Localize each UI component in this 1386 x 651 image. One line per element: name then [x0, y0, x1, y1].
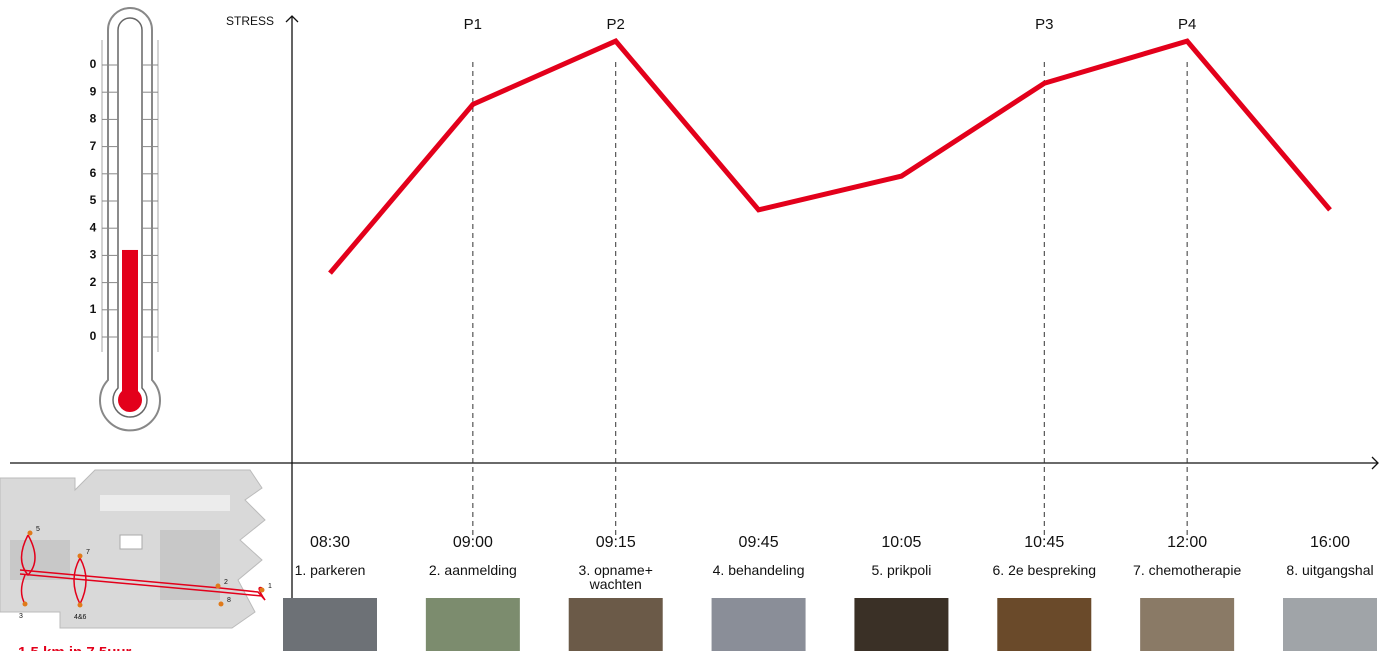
step-label: 7. chemotherapie — [1133, 562, 1242, 578]
map-point — [22, 601, 28, 607]
thermo-label: 1 — [90, 302, 97, 316]
step-label: 6. 2e bespreking — [992, 562, 1097, 578]
map-caption: 1,5 km in 7,5uur — [18, 644, 132, 651]
x-tick-label: 16:00 — [1310, 534, 1350, 551]
photo — [854, 598, 949, 651]
thermometer — [99, 7, 161, 432]
map-point — [259, 587, 265, 593]
x-tick-label: 12:00 — [1167, 534, 1207, 551]
map-point — [77, 602, 83, 608]
map-point-label: 1 — [268, 583, 272, 590]
photo — [568, 598, 663, 651]
photo — [1140, 598, 1235, 651]
x-tick-label: 09:15 — [596, 534, 636, 551]
thermo-label: 4 — [90, 220, 97, 234]
map-point — [215, 583, 221, 589]
map-point-label: 4&6 — [74, 614, 87, 621]
marker-label: P2 — [607, 16, 625, 33]
photo — [283, 598, 377, 651]
map-point-label: 5 — [36, 526, 40, 533]
thermo-label: 7 — [90, 139, 97, 153]
marker-label: P1 — [464, 16, 482, 33]
y-axis-label: STRESS — [226, 14, 274, 28]
step-label: 8. uitgangshal — [1286, 562, 1374, 578]
x-tick-label: 09:00 — [453, 534, 493, 551]
x-tick-label: 10:05 — [881, 534, 921, 551]
map — [0, 469, 266, 629]
map-point — [27, 530, 33, 536]
x-tick-label: 08:30 — [310, 534, 350, 551]
thermo-label: 6 — [90, 166, 97, 180]
thermo-label: 3 — [90, 248, 97, 262]
stress-line — [328, 38, 1332, 275]
step-label: 3. opname+ wachten — [578, 562, 653, 592]
thermo-label: 0 — [90, 57, 97, 71]
thermo-label: 5 — [90, 193, 97, 207]
step-label: 5. prikpoli — [871, 562, 932, 578]
step-label: 1. parkeren — [294, 562, 366, 578]
thermo-label: 0 — [90, 329, 97, 343]
x-tick-label: 10:45 — [1024, 534, 1064, 551]
thermo-label: 9 — [90, 84, 97, 98]
photo — [997, 598, 1092, 651]
step-label: 4. behandeling — [712, 562, 805, 578]
marker-label: P4 — [1178, 16, 1196, 33]
map-point-label: 2 — [224, 579, 228, 586]
thermo-label: 8 — [90, 112, 97, 126]
map-point-label: 7 — [86, 549, 90, 556]
thermo-bulb — [118, 388, 142, 412]
photo — [711, 598, 806, 651]
thermo-label: 2 — [90, 275, 97, 289]
map-point-label: 8 — [227, 597, 231, 604]
step-label: 2. aanmelding — [428, 562, 517, 578]
map-point — [218, 601, 224, 607]
map-point — [77, 553, 83, 559]
x-tick-label: 09:45 — [739, 534, 779, 551]
map-point-label: 3 — [19, 613, 23, 620]
marker-label: P3 — [1035, 16, 1053, 33]
photo — [425, 598, 520, 651]
thermo-level — [122, 249, 138, 400]
photo — [1283, 598, 1377, 651]
